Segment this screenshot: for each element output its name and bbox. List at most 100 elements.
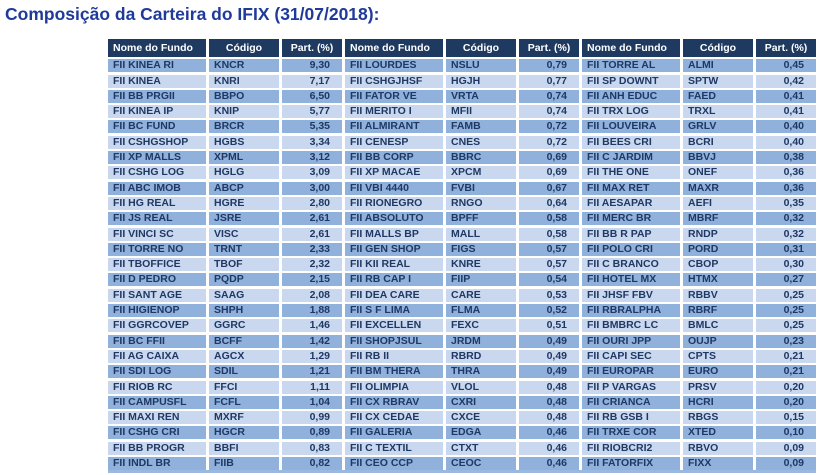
fund-name-cell: FII CX CEDAE	[345, 411, 443, 425]
fund-part-cell: 0,46	[519, 426, 579, 440]
fund-code-cell: FIXX	[683, 457, 753, 471]
fund-part-cell: 0,72	[519, 120, 579, 134]
fund-name-cell: FII XP MACAE	[345, 166, 443, 180]
fund-part-cell: 3,00	[282, 181, 342, 195]
fund-code-cell: RBGS	[683, 411, 753, 425]
fund-name-cell: FII OLIMPIA	[345, 380, 443, 394]
fund-name-cell: FII EXCELLEN	[345, 319, 443, 333]
fund-part-cell: 0,58	[519, 227, 579, 241]
fund-part-cell: 0,64	[519, 196, 579, 210]
fund-name-cell: FII ABSOLUTO	[345, 212, 443, 226]
fund-code-cell: MXRF	[209, 411, 279, 425]
fund-name-cell: FII HG REAL	[108, 196, 206, 210]
fund-code-cell: SDIL	[209, 365, 279, 379]
column-header: Código	[683, 39, 753, 57]
fund-part-cell: 0,89	[282, 426, 342, 440]
fund-part-cell: 0,48	[519, 380, 579, 394]
fund-name-cell: FII DEA CARE	[345, 288, 443, 302]
fund-code-cell: HTMX	[683, 273, 753, 287]
fund-code-cell: KNCR	[209, 59, 279, 73]
fund-part-cell: 0,54	[519, 273, 579, 287]
fund-name-cell: FII AG CAIXA	[108, 349, 206, 363]
fund-part-cell: 0,74	[519, 89, 579, 103]
fund-code-cell: VRTA	[446, 89, 516, 103]
fund-part-cell: 0,36	[756, 166, 816, 180]
fund-code-cell: CARE	[446, 288, 516, 302]
fund-code-cell: GGRC	[209, 319, 279, 333]
fund-name-cell: FII CRIANCA	[582, 395, 680, 409]
fund-name-cell: FII TORRE AL	[582, 59, 680, 73]
fund-part-cell: 0,41	[756, 105, 816, 119]
fund-code-cell: SAAG	[209, 288, 279, 302]
fund-part-cell: 0,48	[519, 395, 579, 409]
fund-code-cell: PORD	[683, 242, 753, 256]
fund-name-cell: FII KINEA IP	[108, 105, 206, 119]
fund-part-cell: 2,08	[282, 288, 342, 302]
fund-code-cell: FLMA	[446, 304, 516, 318]
fund-part-cell: 0,79	[519, 59, 579, 73]
table-group-2: Nome do Fundo Código Part. (%) FII LOURDES N…	[345, 39, 579, 471]
fund-name-cell: FII D PEDRO	[108, 273, 206, 287]
fund-code-cell: BBFI	[209, 441, 279, 455]
fund-part-cell: 0,10	[756, 426, 816, 440]
fund-part-cell: 0,51	[519, 319, 579, 333]
fund-name-cell: FII KINEA	[108, 74, 206, 88]
fund-name-cell: FII CSHGSHOP	[108, 135, 206, 149]
fund-code-cell: RBBV	[683, 288, 753, 302]
table-group-1: Nome do Fundo Código Part. (%) FII KINEA RI…	[108, 39, 342, 471]
fund-name-cell: FII CSHG LOG	[108, 166, 206, 180]
fund-code-cell: CBOP	[683, 258, 753, 272]
fund-name-cell: FII RB II	[345, 349, 443, 363]
fund-name-cell: FII TORRE NO	[108, 242, 206, 256]
fund-name-cell: FII INDL BR	[108, 457, 206, 471]
fund-code-cell: CXRI	[446, 395, 516, 409]
fund-code-cell: SPTW	[683, 74, 753, 88]
fund-part-cell: 0,57	[519, 242, 579, 256]
fund-code-cell: FIIB	[209, 457, 279, 471]
fund-name-cell: FII RBRALPHA	[582, 304, 680, 318]
fund-part-cell: 2,61	[282, 227, 342, 241]
fund-code-cell: BBPO	[209, 89, 279, 103]
fund-name-cell: FII SP DOWNT	[582, 74, 680, 88]
fund-code-cell: CNES	[446, 135, 516, 149]
fund-code-cell: BMLC	[683, 319, 753, 333]
fund-part-cell: 0,77	[519, 74, 579, 88]
fund-part-cell: 0,15	[756, 411, 816, 425]
fund-name-cell: FII CEO CCP	[345, 457, 443, 471]
fund-code-cell: HGLG	[209, 166, 279, 180]
fund-name-cell: FII TRX LOG	[582, 105, 680, 119]
fund-code-cell: BPFF	[446, 212, 516, 226]
fund-code-cell: XPML	[209, 151, 279, 165]
fund-code-cell: BBVJ	[683, 151, 753, 165]
fund-name-cell: FII RIOB RC	[108, 380, 206, 394]
fund-code-cell: THRA	[446, 365, 516, 379]
fund-name-cell: FII C TEXTIL	[345, 441, 443, 455]
fund-code-cell: BRCR	[209, 120, 279, 134]
fund-part-cell: 0,32	[756, 212, 816, 226]
fund-code-cell: NSLU	[446, 59, 516, 73]
fund-code-cell: RNDP	[683, 227, 753, 241]
fund-code-cell: FIGS	[446, 242, 516, 256]
fund-name-cell: FII VBI 4440	[345, 181, 443, 195]
fund-name-cell: FII BEES CRI	[582, 135, 680, 149]
fund-part-cell: 5,77	[282, 105, 342, 119]
fund-name-cell: FII SDI LOG	[108, 365, 206, 379]
column-header: Part. (%)	[519, 39, 579, 57]
fund-name-cell: FII P VARGAS	[582, 380, 680, 394]
fund-part-cell: 0,40	[756, 120, 816, 134]
fund-code-cell: JSRE	[209, 212, 279, 226]
fund-name-cell: FII C JARDIM	[582, 151, 680, 165]
fund-name-cell: FII CX RBRAV	[345, 395, 443, 409]
fund-part-cell: 0,25	[756, 304, 816, 318]
fund-code-cell: ONEF	[683, 166, 753, 180]
fund-part-cell: 0,21	[756, 349, 816, 363]
fund-code-cell: JRDM	[446, 334, 516, 348]
fund-code-cell: PRSV	[683, 380, 753, 394]
fund-part-cell: 0,09	[756, 457, 816, 471]
fund-code-cell: PQDP	[209, 273, 279, 287]
column-header: Part. (%)	[756, 39, 816, 57]
fund-name-cell: FII BC FUND	[108, 120, 206, 134]
fund-part-cell: 0,49	[519, 334, 579, 348]
fund-name-cell: FII RIOBCRI2	[582, 441, 680, 455]
fund-name-cell: FII CSHG CRI	[108, 426, 206, 440]
